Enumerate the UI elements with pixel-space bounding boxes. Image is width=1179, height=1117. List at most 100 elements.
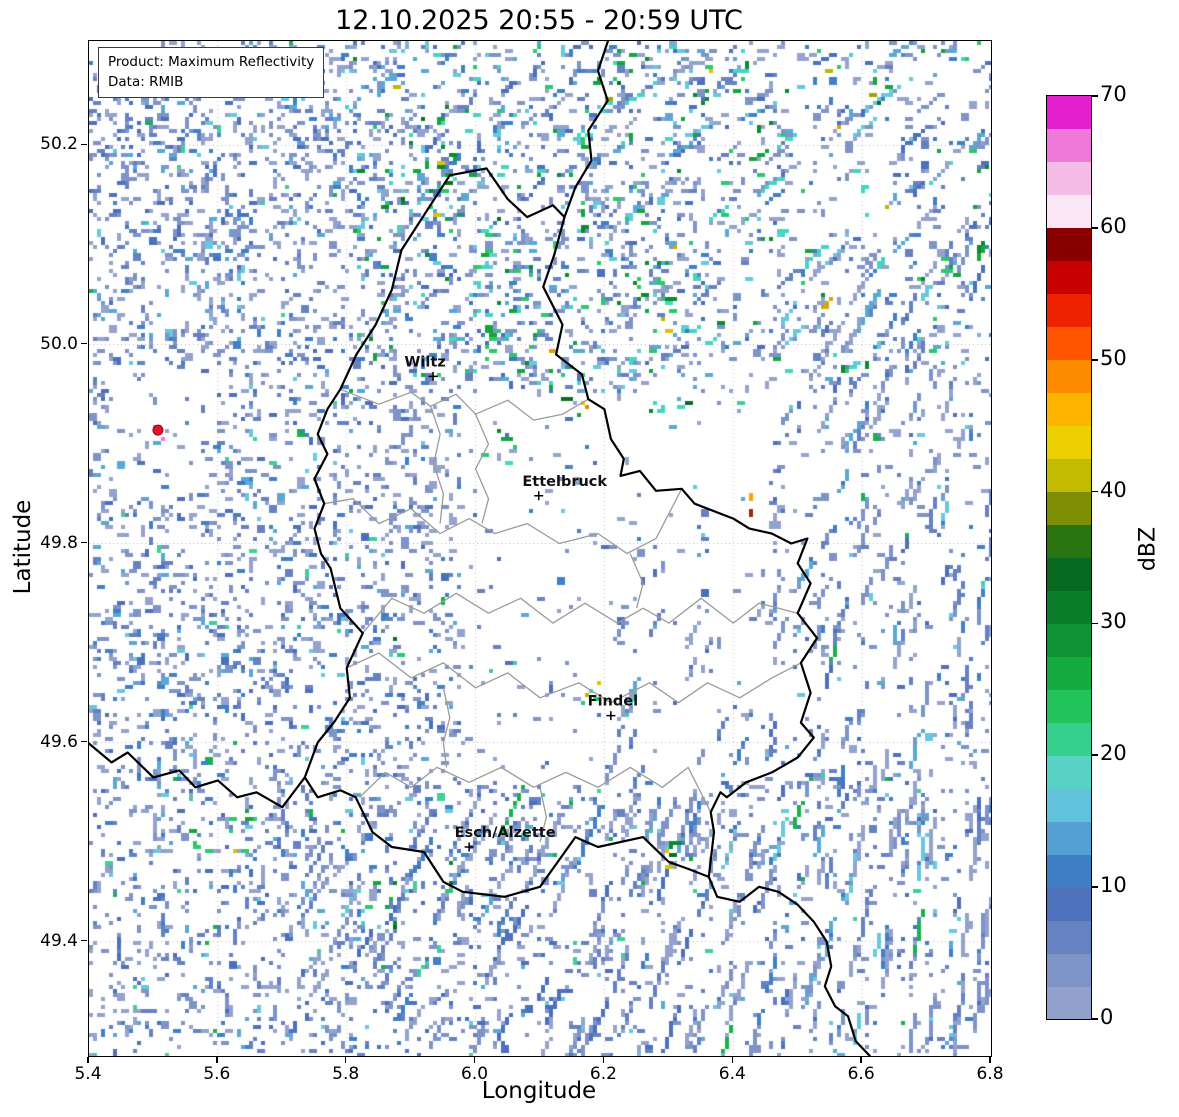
radar-site-marker: [152, 424, 164, 436]
data-source-line: Data: RMIB: [108, 74, 184, 91]
colorbar: [1046, 95, 1098, 1020]
colorbar-tick-label: 60: [1100, 213, 1127, 238]
y-tick-mark: [80, 740, 87, 743]
y-tick-label: 50.2: [40, 134, 78, 155]
x-axis-label: Longitude: [481, 1078, 597, 1104]
colorbar-segment: [1047, 854, 1091, 888]
district-border: [629, 553, 644, 609]
colorbar-segment: [1047, 161, 1091, 196]
colorbar-segment: [1047, 920, 1091, 954]
district-border: [340, 388, 589, 421]
district-border: [474, 413, 490, 524]
city-marker: [606, 711, 616, 721]
product-line: Product: Maximum Reflectivity: [108, 54, 315, 70]
x-tick-mark: [344, 1056, 347, 1063]
colorbar-segment: [1047, 821, 1091, 855]
y-tick-label: 49.4: [40, 930, 78, 951]
x-tick-mark: [602, 1056, 605, 1063]
colorbar-tick-mark: [1091, 490, 1098, 493]
city-label: Wiltz: [404, 354, 445, 370]
x-tick-label: 5.4: [74, 1064, 102, 1084]
map-overlay: Wiltz Ettelbruck Findel Esch/Alzette: [89, 41, 872, 1056]
colorbar-segment: [1047, 623, 1091, 657]
colorbar-segment: [1047, 326, 1091, 361]
y-tick-label: 50.0: [40, 333, 78, 354]
x-tick-mark: [989, 1056, 991, 1063]
colorbar-segment: [1047, 392, 1091, 427]
x-tick-mark: [731, 1056, 734, 1063]
x-tick-label: 6.8: [976, 1064, 1004, 1084]
colorbar-tick-label: 20: [1100, 741, 1127, 766]
district-border: [359, 766, 712, 813]
colorbar-segment: [1047, 260, 1091, 295]
colorbar-segment: [1047, 96, 1091, 130]
country-border: [303, 167, 819, 898]
x-tick-label: 6.6: [847, 1064, 875, 1084]
colorbar-segment: [1047, 590, 1091, 624]
x-tick-label: 5.6: [203, 1064, 231, 1084]
city-marker: [464, 842, 474, 852]
city-label: Ettelbruck: [522, 474, 607, 490]
colorbar-tick-mark: [1091, 358, 1098, 361]
city-label: Esch/Alzette: [455, 825, 556, 841]
district-border: [539, 787, 548, 843]
colorbar-segment: [1047, 194, 1091, 229]
y-tick-mark: [80, 939, 87, 942]
x-tick-label: 6.0: [461, 1064, 489, 1084]
colorbar-segment: [1047, 986, 1091, 1020]
country-border: [707, 875, 872, 1056]
y-tick-mark: [80, 541, 87, 544]
colorbar-tick-label: 40: [1100, 477, 1127, 502]
figure-title: 12.10.2025 20:55 - 20:59 UTC: [335, 5, 743, 36]
district-border: [429, 405, 445, 524]
colorbar-segment: [1047, 755, 1091, 789]
colorbar-segment: [1047, 359, 1091, 394]
colorbar-segment: [1047, 425, 1091, 460]
colorbar-tick-label: 10: [1100, 873, 1127, 898]
y-tick-label: 49.8: [40, 532, 78, 553]
colorbar-segment: [1047, 887, 1091, 921]
colorbar-segment: [1047, 722, 1091, 756]
x-tick-mark: [216, 1056, 218, 1063]
colorbar-tick-mark: [1091, 754, 1098, 757]
country-border: [89, 742, 306, 809]
y-tick-mark: [80, 342, 87, 345]
x-tick-label: 5.8: [332, 1064, 360, 1084]
y-tick-label: 49.6: [40, 731, 78, 752]
colorbar-tick-mark: [1091, 95, 1098, 97]
y-axis-label: Latitude: [10, 499, 36, 595]
district-border: [346, 652, 802, 704]
colorbar-tick-mark: [1091, 622, 1098, 625]
colorbar-segment: [1047, 557, 1091, 591]
x-tick-mark: [473, 1056, 476, 1063]
city-marker: [428, 371, 438, 381]
colorbar-segment: [1047, 227, 1091, 262]
colorbar-tick-mark: [1091, 886, 1098, 888]
colorbar-tick-label: 30: [1100, 609, 1127, 634]
plot-area: Wiltz Ettelbruck Findel Esch/Alzette Produc…: [88, 40, 992, 1057]
district-border: [324, 488, 683, 555]
country-border: [563, 41, 610, 219]
colorbar-segment: [1047, 128, 1091, 163]
colorbar-tick-mark: [1091, 1018, 1098, 1020]
district-border: [442, 687, 451, 768]
colorbar-tick-label: 0: [1100, 1005, 1114, 1029]
district-border: [362, 592, 798, 634]
product-info-box: Product: Maximum Reflectivity Data: RMIB: [98, 47, 325, 98]
colorbar-segment: [1047, 788, 1091, 822]
colorbar-segment: [1047, 491, 1091, 526]
x-tick-mark: [87, 1056, 89, 1063]
x-tick-label: 6.4: [718, 1064, 746, 1084]
colorbar-segment: [1047, 953, 1091, 987]
colorbar-label: dBZ: [1135, 526, 1161, 572]
colorbar-segment: [1047, 524, 1091, 558]
colorbar-segment: [1047, 656, 1091, 690]
city-label: Findel: [588, 694, 638, 710]
colorbar-segment: [1047, 458, 1091, 493]
colorbar-tick-label: 70: [1100, 82, 1127, 106]
colorbar-tick-mark: [1091, 227, 1098, 229]
city-marker: [534, 491, 544, 501]
colorbar-segment: [1047, 293, 1091, 328]
x-tick-label: 6.2: [589, 1064, 617, 1084]
